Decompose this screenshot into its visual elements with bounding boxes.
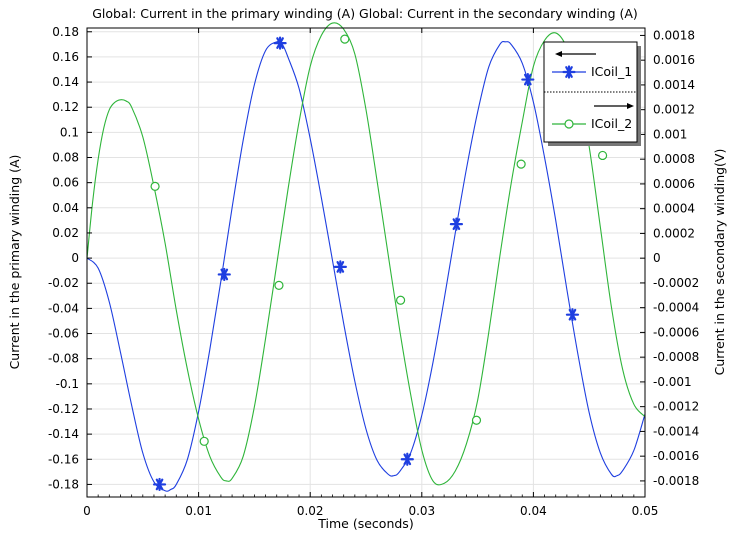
legend-label-icoil-1: ICoil_1	[591, 64, 632, 79]
y-right-tick-label: 0.0004	[653, 202, 695, 216]
x-tick-label: 0.03	[408, 504, 435, 518]
y-left-tick-label: 0.16	[52, 50, 79, 64]
data-point-icoil-1	[152, 477, 167, 492]
y-left-tick-label: 0	[71, 251, 79, 265]
x-ticks: 0 0.01 0.02 0.03 0.04 0.05	[83, 28, 658, 518]
curves	[86, 22, 646, 492]
y-left-tick-label: -0.1	[56, 377, 79, 391]
y-right-tick-label: 0.0008	[653, 152, 695, 166]
series-line-icoil-1	[86, 40, 646, 492]
data-point-icoil-2	[274, 280, 284, 290]
data-point-icoil-2	[471, 415, 482, 425]
y-left-axis-label: Current in the primary winding (A)	[7, 155, 22, 370]
x-tick-label: 0.04	[520, 504, 547, 518]
legend-right-axis-arrow	[594, 103, 634, 109]
y-right-tick-label: -0.0004	[653, 301, 699, 315]
data-point-icoil-2	[340, 34, 350, 44]
x-tick-label: 0.01	[185, 504, 212, 518]
y-left-tick-label: 0.08	[52, 151, 79, 165]
y-left-tick-label: 0.12	[52, 100, 79, 114]
y-right-tick-label: 0.0002	[653, 226, 695, 240]
y-right-tick-label: -0.001	[653, 375, 692, 389]
y-left-tick-label: -0.18	[48, 477, 79, 491]
y-left-tick-label: -0.02	[48, 276, 79, 290]
data-point-icoil-1	[333, 260, 347, 274]
y-right-tick-label: -0.0006	[653, 325, 699, 339]
x-tick-label: 0	[83, 504, 91, 518]
y-right-ticks: 0.0018 0.0016 0.0014 0.0012 0.001 0.0008 0.000…	[640, 28, 699, 488]
data-point-icoil-1	[273, 36, 287, 50]
y-right-axis-label: Current in the secondary winding(V)	[712, 149, 727, 376]
y-right-tick-label: -0.0018	[653, 474, 699, 488]
y-right-tick-label: 0.0012	[653, 103, 695, 117]
y-left-tick-label: -0.04	[48, 301, 79, 315]
markers	[150, 34, 608, 492]
y-left-tick-label: -0.06	[48, 327, 79, 341]
y-right-tick-label: 0	[653, 251, 661, 265]
y-right-tick-label: -0.0012	[653, 400, 699, 414]
data-point-icoil-2	[150, 181, 160, 191]
legend-label-icoil-2: ICoil_2	[591, 116, 632, 131]
legend-marker-icoil-2	[564, 119, 574, 129]
y-right-tick-label: -0.0014	[653, 424, 699, 438]
legend: ICoil_1 ICoil_2	[543, 41, 641, 146]
data-point-icoil-1	[521, 72, 535, 87]
data-point-icoil-2	[199, 436, 209, 446]
legend-left-axis-arrow	[555, 51, 596, 57]
legend-circle-icon	[564, 119, 574, 129]
data-point-icoil-1	[217, 267, 231, 282]
y-left-tick-label: 0.04	[52, 201, 79, 215]
y-right-tick-label: 0.0016	[653, 53, 695, 67]
x-tick-label: 0.05	[632, 504, 659, 518]
legend-asterisk-icon	[562, 65, 576, 79]
data-point-icoil-1	[400, 452, 414, 466]
y-right-tick-label: 0.0018	[653, 28, 695, 42]
y-left-tick-label: 0.06	[52, 176, 79, 190]
series-line-icoil-2	[86, 22, 646, 486]
y-right-tick-label: -0.0008	[653, 350, 699, 364]
y-left-tick-label: -0.08	[48, 352, 79, 366]
y-right-tick-label: -0.0002	[653, 276, 699, 290]
y-left-tick-label: -0.14	[48, 427, 79, 441]
x-axis-label: Time (seconds)	[317, 516, 413, 531]
data-point-icoil-2	[516, 159, 526, 169]
y-left-tick-label: 0.18	[52, 25, 79, 39]
y-left-tick-label: -0.16	[48, 452, 79, 466]
y-right-tick-label: 0.0014	[653, 78, 695, 92]
y-left-tick-label: 0.14	[52, 75, 79, 89]
y-left-tick-label: -0.12	[48, 402, 79, 416]
y-left-ticks: 0.18 0.16 0.14 0.12 0.1 0.08 0.06 0.04 0.02 0 -0.0…	[48, 25, 92, 491]
chart-title: Global: Current in the primary winding (…	[92, 6, 638, 21]
data-point-icoil-1	[565, 308, 580, 322]
x-tick-label: 0.02	[297, 504, 324, 518]
data-point-icoil-2	[395, 295, 406, 305]
legend-marker-icoil-1	[562, 65, 576, 79]
y-left-tick-label: 0.02	[52, 226, 79, 240]
data-point-icoil-1	[449, 217, 463, 231]
y-right-tick-label: 0.0006	[653, 177, 695, 191]
data-point-icoil-2	[597, 150, 608, 161]
y-right-tick-label: -0.0016	[653, 449, 699, 463]
y-right-tick-label: 0.001	[653, 127, 687, 141]
y-left-tick-label: 0.1	[60, 125, 79, 139]
